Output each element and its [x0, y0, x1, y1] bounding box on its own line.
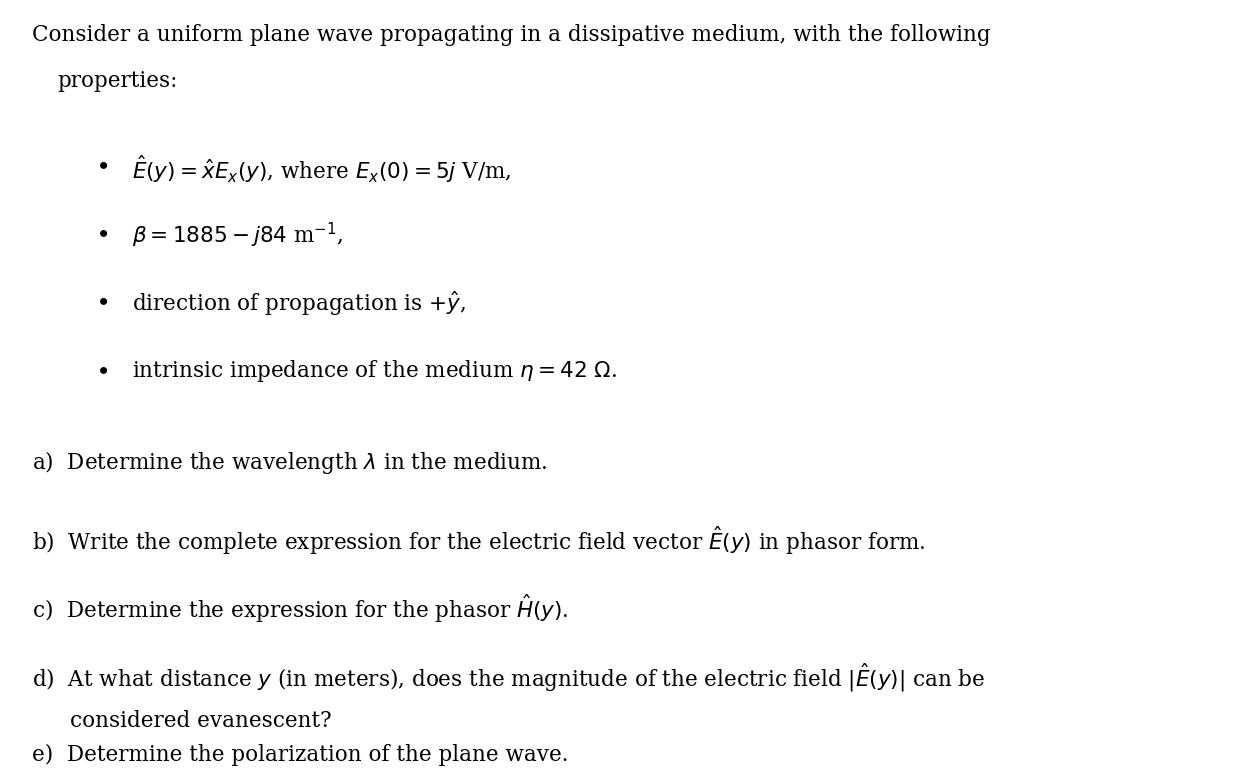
Text: $\bullet$: $\bullet$ — [94, 153, 108, 176]
Text: $\hat{E}(y) = \hat{x}E_x(y)$, where $E_x(0) = 5j$ V/m,: $\hat{E}(y) = \hat{x}E_x(y)$, where $E_x… — [132, 153, 511, 185]
Text: $\bullet$: $\bullet$ — [94, 289, 108, 312]
Text: properties:: properties: — [58, 69, 177, 92]
Text: direction of propagation is $+\hat{y}$,: direction of propagation is $+\hat{y}$, — [132, 289, 466, 318]
Text: a)  Determine the wavelength $\lambda$ in the medium.: a) Determine the wavelength $\lambda$ in… — [33, 449, 548, 476]
Text: $\bullet$: $\bullet$ — [94, 221, 108, 244]
Text: b)  Write the complete expression for the electric field vector $\hat{E}(y)$ in : b) Write the complete expression for the… — [33, 524, 926, 557]
Text: considered evanescent?: considered evanescent? — [70, 710, 332, 732]
Text: Consider a uniform plane wave propagating in a dissipative medium, with the foll: Consider a uniform plane wave propagatin… — [33, 24, 991, 46]
Text: intrinsic impedance of the medium $\eta = 42$ $\Omega$.: intrinsic impedance of the medium $\eta … — [132, 358, 617, 384]
Text: $\bullet$: $\bullet$ — [94, 358, 108, 381]
Text: $\beta = 1885 - j84$ m$^{-1}$,: $\beta = 1885 - j84$ m$^{-1}$, — [132, 221, 343, 251]
Text: d)  At what distance $y$ (in meters), does the magnitude of the electric field $: d) At what distance $y$ (in meters), doe… — [33, 661, 986, 694]
Text: c)  Determine the expression for the phasor $\hat{H}(y)$.: c) Determine the expression for the phas… — [33, 593, 569, 625]
Text: e)  Determine the polarization of the plane wave.: e) Determine the polarization of the pla… — [33, 744, 569, 766]
